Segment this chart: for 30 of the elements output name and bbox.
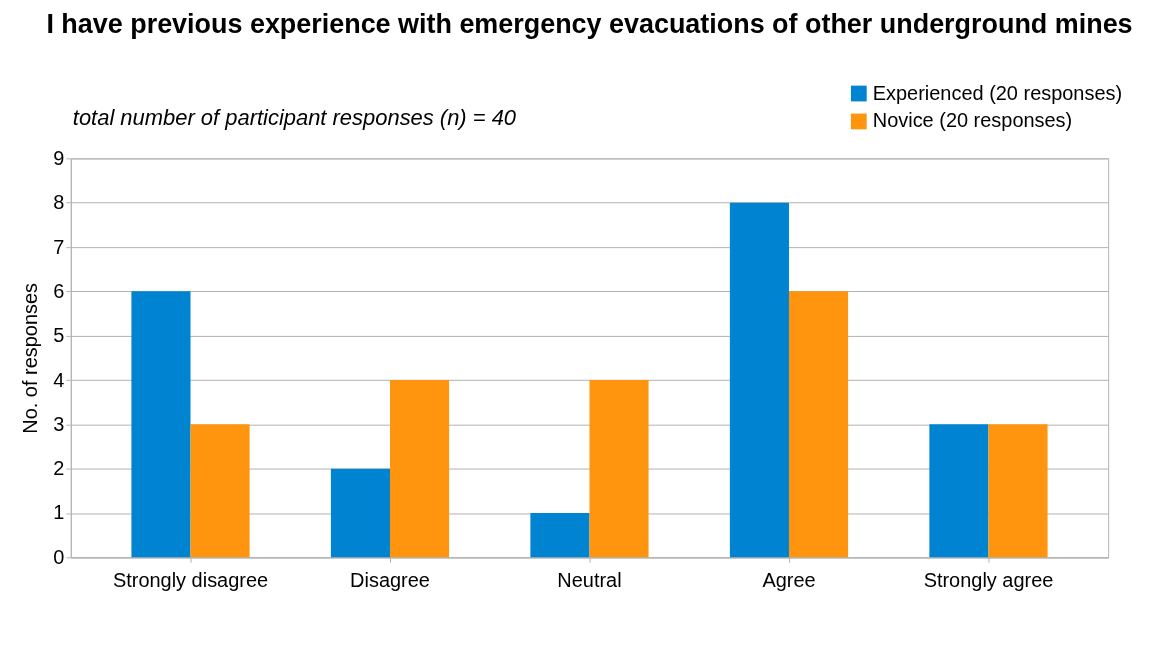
bar — [729, 202, 789, 558]
x-tick-label: Neutral — [557, 568, 622, 591]
y-tick-label: 5 — [53, 324, 65, 347]
chart-title: I have previous experience with emergency evacuations of other underground mines — [46, 8, 1133, 39]
legend-label: Novice (20 responses) — [872, 109, 1073, 132]
y-tick-label: 6 — [53, 279, 65, 302]
x-tick-label: Strongly disagree — [112, 568, 269, 591]
x-tick-label: Disagree — [350, 568, 430, 591]
y-tick-label: 1 — [53, 501, 65, 524]
legend-label: Experienced (20 responses) — [872, 81, 1123, 104]
x-tick-label: Strongly agree — [923, 568, 1054, 591]
text: total number of participant responses (n) = 40 — [72, 105, 517, 131]
x-tick-label: Agree — [762, 568, 816, 591]
y-tick-label: 8 — [53, 191, 65, 214]
bar — [589, 380, 649, 558]
y-tick-label: 2 — [53, 457, 65, 480]
y-tick-label: 9 — [53, 146, 65, 169]
y-tick-label: 3 — [53, 412, 65, 435]
bar — [330, 468, 390, 558]
y-tick-label: 4 — [53, 368, 65, 391]
bar — [190, 424, 250, 558]
bar — [390, 380, 450, 558]
bar — [929, 424, 989, 558]
y-tick-label: 7 — [53, 235, 65, 258]
y-axis-title: No. of responses — [19, 282, 42, 434]
y-tick-label: 0 — [53, 545, 65, 568]
bar — [788, 291, 849, 558]
bar — [988, 424, 1048, 558]
bar — [131, 291, 191, 558]
bar — [530, 513, 590, 558]
